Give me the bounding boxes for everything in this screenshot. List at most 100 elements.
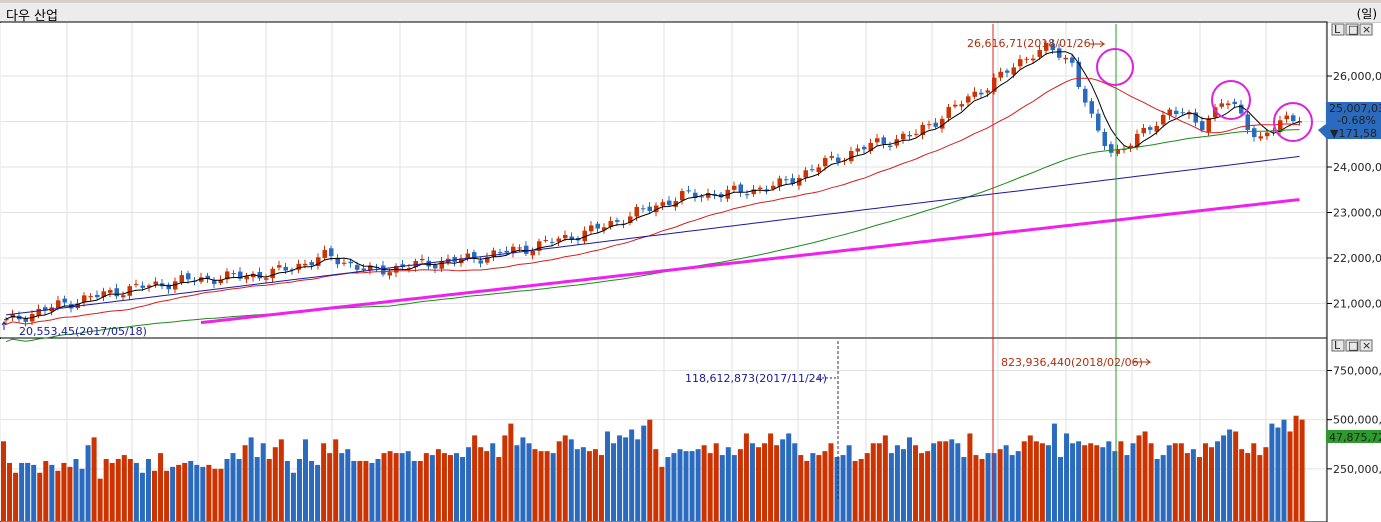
volume-bar — [454, 453, 459, 521]
volume-bar — [1209, 447, 1214, 521]
candle-body — [1057, 48, 1062, 58]
candle-body — [537, 241, 542, 251]
candle-body — [270, 268, 275, 279]
panel-close-button[interactable] — [1359, 23, 1373, 36]
candle-body — [1135, 133, 1140, 148]
volume-bar — [949, 439, 955, 521]
candle-body — [959, 104, 964, 107]
panel-maximize-button[interactable] — [1345, 339, 1359, 352]
volume-bar — [1136, 435, 1142, 521]
volume-bar — [218, 468, 224, 521]
volume-bar — [913, 445, 919, 521]
volume-bar — [224, 459, 230, 521]
volume-bar — [31, 464, 37, 521]
panel-maximize-label: □ — [1348, 339, 1358, 352]
candle-body — [231, 273, 236, 275]
volume-bar — [7, 462, 13, 521]
candle-body — [1109, 144, 1114, 153]
volume-bar — [411, 460, 417, 521]
volume-bar — [840, 455, 846, 521]
ma20-line — [5, 77, 1300, 325]
volume-bar — [586, 451, 592, 521]
volume-bars — [1, 415, 1305, 521]
volume-bar — [707, 453, 713, 521]
candle-body — [888, 145, 893, 148]
candle-body — [23, 318, 28, 322]
volume-bar — [170, 466, 176, 521]
candle-body — [589, 225, 594, 232]
volume-bar — [466, 447, 472, 521]
volume-bar — [580, 447, 586, 521]
volume-bar — [79, 468, 85, 521]
candle-body — [303, 263, 308, 266]
candle-body — [1031, 58, 1036, 61]
volume-bar — [182, 462, 188, 521]
panel-lock-button[interactable] — [1331, 23, 1345, 36]
candle-body — [998, 71, 1003, 78]
volume-bar — [659, 466, 665, 521]
candle-body — [1219, 103, 1224, 107]
panel-close-button[interactable] — [1359, 339, 1373, 352]
candle-body — [992, 77, 997, 92]
volume-bar — [882, 435, 888, 521]
volume-bar — [1, 441, 6, 521]
volume-bar — [695, 449, 701, 521]
candle-body — [686, 190, 691, 192]
volume-bar — [1076, 441, 1082, 521]
candle-body — [673, 201, 678, 207]
candle-body — [738, 184, 743, 193]
volume-bar — [25, 462, 31, 521]
volume-bar — [768, 433, 774, 521]
volume-bar — [798, 455, 804, 521]
candle-body — [1128, 145, 1133, 148]
candle-body — [88, 296, 93, 298]
volume-bar — [369, 462, 375, 521]
candle-body — [1258, 136, 1263, 139]
volume-bar — [526, 443, 532, 521]
candle-body — [82, 295, 87, 303]
candle-body — [1096, 113, 1101, 131]
panel-lock-button[interactable] — [1331, 339, 1345, 352]
volume-bar — [641, 425, 647, 521]
volume-bar — [1245, 453, 1251, 521]
candle-body — [316, 257, 321, 266]
candle-body — [1063, 57, 1068, 60]
volume-bar — [1172, 443, 1178, 521]
candle-body — [953, 104, 958, 107]
candle-body — [205, 275, 210, 279]
volume-bar — [1058, 457, 1063, 521]
volume-bar — [242, 445, 248, 521]
volume-bar — [665, 457, 671, 521]
volume-bar — [671, 453, 677, 521]
annotation-price-high: 26,616,71(2018/01/26) — [967, 37, 1095, 50]
candle-body — [693, 192, 698, 198]
candle-body — [1278, 120, 1283, 132]
candle-body — [407, 267, 412, 269]
candle-body — [147, 285, 152, 288]
candle-body — [946, 107, 951, 118]
volume-bar — [846, 445, 852, 521]
volume-bar — [556, 441, 562, 521]
candle-body — [498, 252, 503, 254]
volume-bar — [870, 443, 876, 521]
volume-bar — [260, 443, 266, 521]
volume-bar — [635, 439, 641, 521]
price-panel-buttons: L □ × — [1331, 23, 1373, 36]
volume-panel-buttons: L □ × — [1331, 339, 1373, 352]
candle-body — [823, 158, 828, 167]
volume-bar — [1281, 419, 1287, 521]
volume-bar — [1233, 431, 1239, 521]
volume-bar — [1112, 451, 1118, 521]
candle-body — [569, 236, 574, 240]
candle-body — [511, 246, 516, 254]
candle-body — [342, 262, 347, 264]
volume-bar — [931, 443, 937, 521]
panel-maximize-button[interactable] — [1345, 23, 1359, 36]
candle-body — [816, 167, 821, 173]
volume-bar — [502, 435, 508, 521]
volume-bar — [544, 451, 550, 521]
volume-bar — [158, 453, 164, 521]
panel-maximize-label: □ — [1348, 23, 1358, 36]
candle-body — [329, 248, 334, 257]
